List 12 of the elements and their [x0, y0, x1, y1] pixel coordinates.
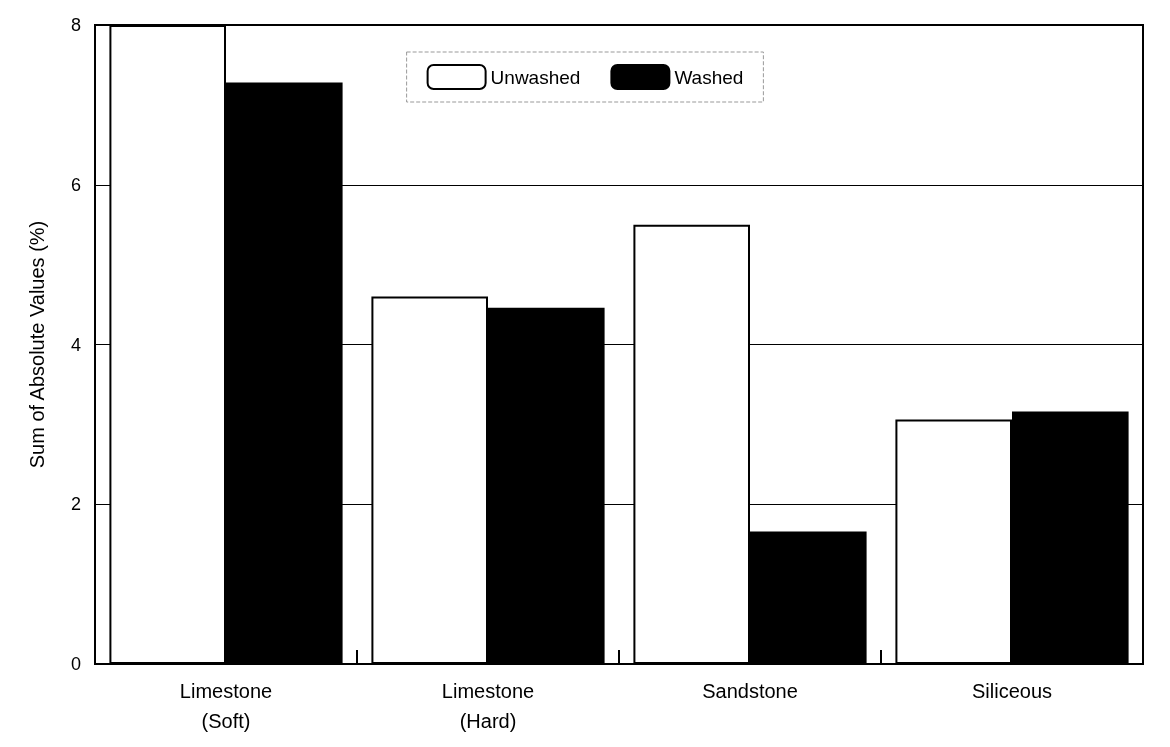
y-tick-label: 6: [70, 174, 81, 195]
legend-label: Washed: [674, 66, 744, 88]
y-axis-title: Sum of Absolute Values (%): [26, 220, 48, 469]
x-tick-label: Limestone (Soft): [179, 680, 273, 732]
x-tick-label: Limestone (Hard): [441, 680, 535, 732]
x-tick-label: Siliceous: [971, 680, 1053, 702]
legend-label: Unwashed: [490, 66, 581, 88]
y-tick-label: 4: [70, 334, 81, 355]
x-tick-label: Sandstone: [702, 680, 798, 702]
y-tick-label: 2: [70, 494, 81, 515]
y-tick-label: 8: [70, 15, 81, 35]
y-tick-label: 0: [70, 654, 81, 674]
